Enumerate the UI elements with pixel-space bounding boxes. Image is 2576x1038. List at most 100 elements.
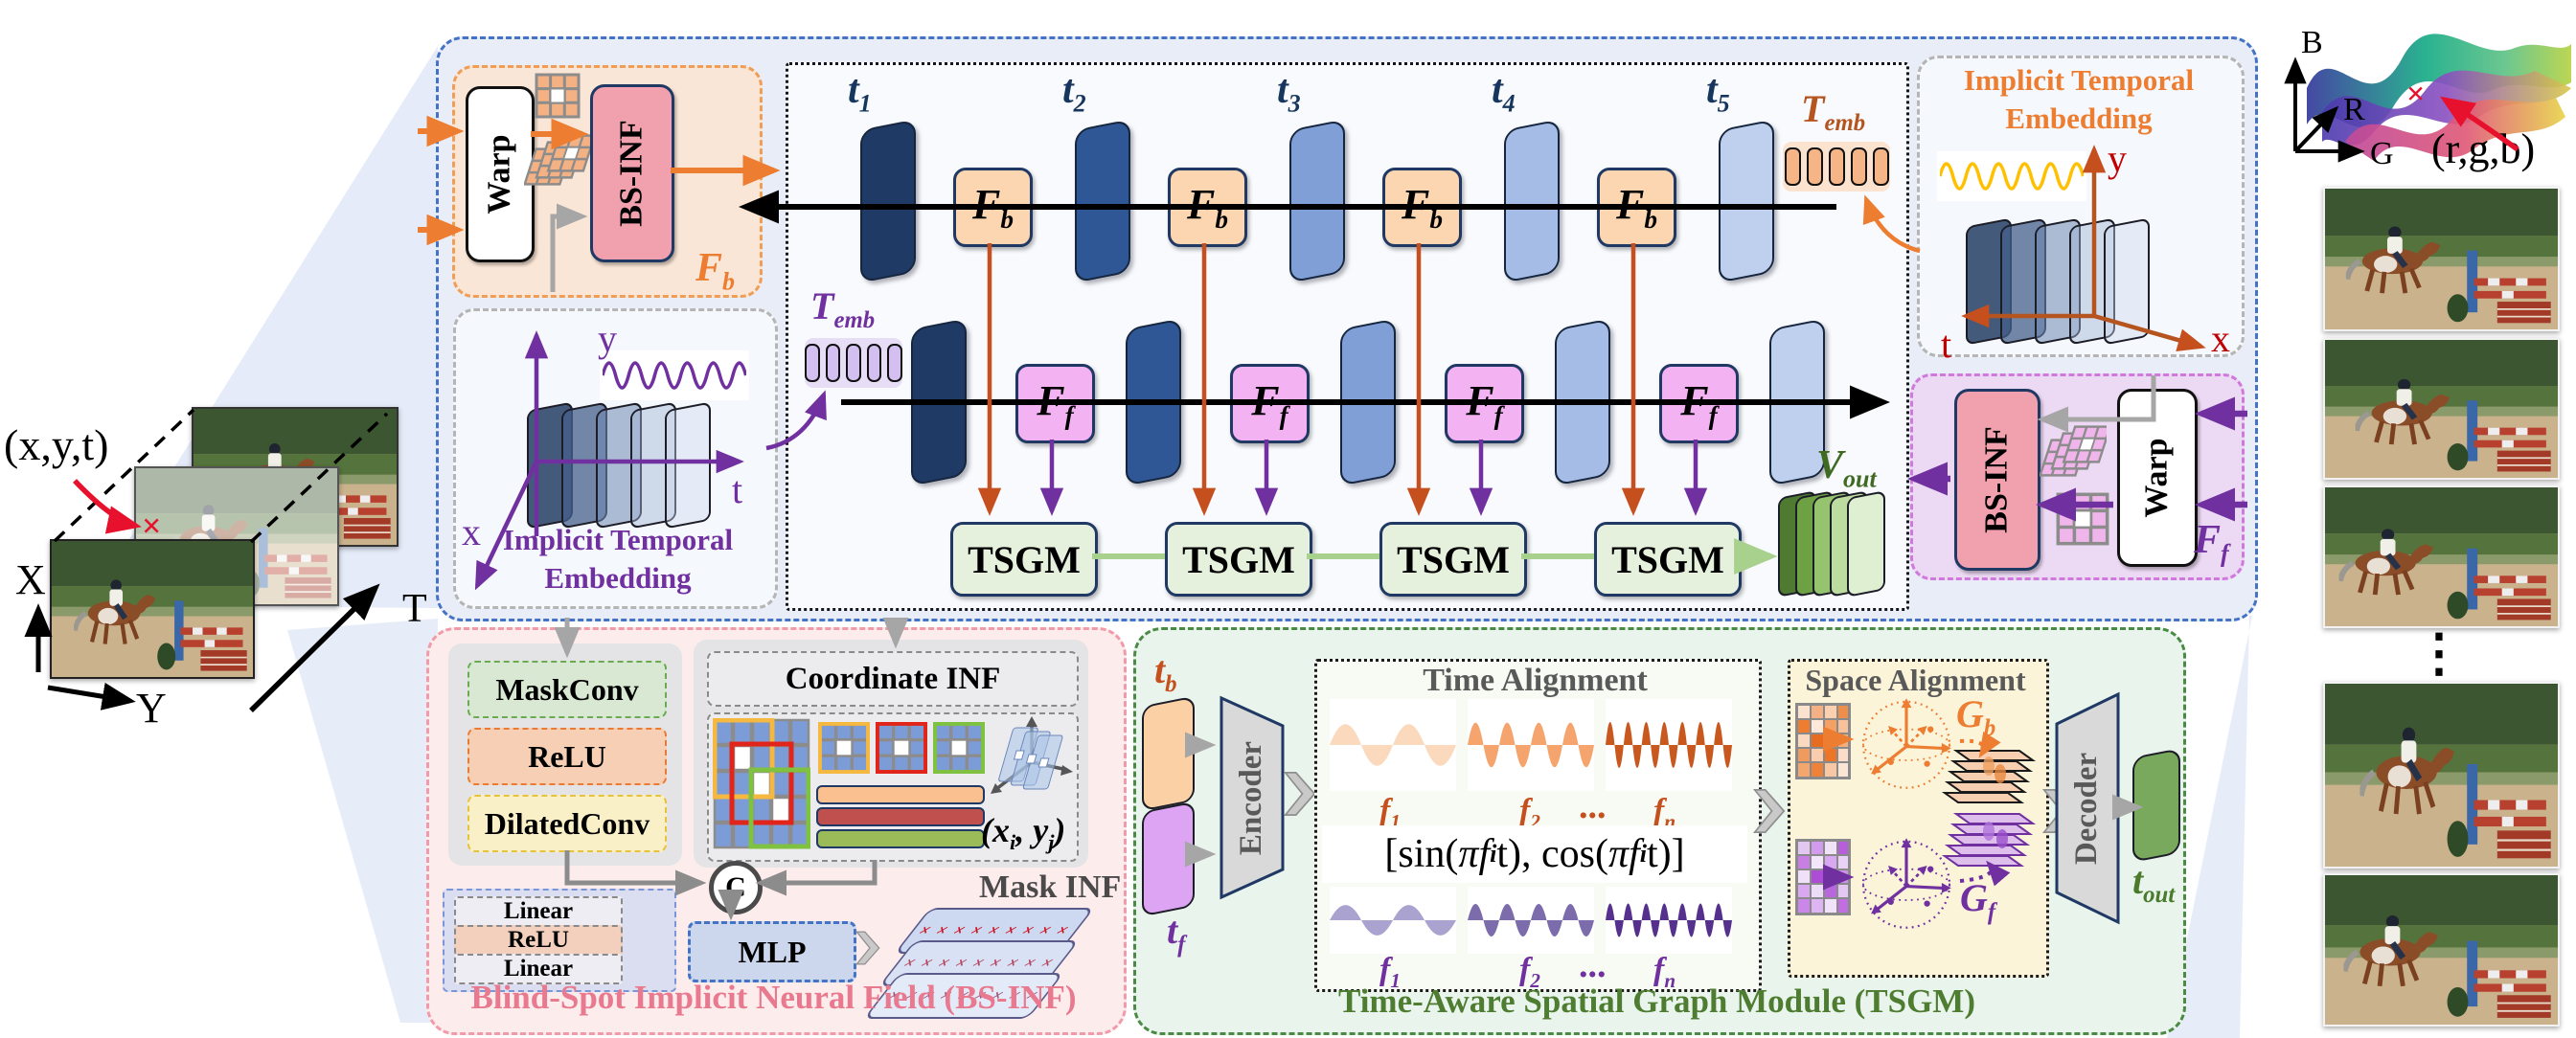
blindspot-grid-large (713, 718, 810, 849)
frame-time-label: t3 (1277, 68, 1301, 118)
temb-right-pills (1783, 142, 1890, 192)
tout-frame (2132, 748, 2180, 863)
bsinf-block-backward: BS-INF (590, 84, 674, 262)
freq-label: fn (1653, 793, 1676, 833)
tsgm-box-title: Time-Aware Spatial Graph Module (TSGM) (1338, 982, 1975, 1020)
encoder-shape (1220, 695, 1285, 900)
rgb-point-mark: × (2406, 77, 2426, 112)
cube-axis-y-label: Y (136, 685, 167, 732)
sine-wave-icon-right (1937, 151, 2086, 201)
frame-time-label: t1 (848, 68, 872, 118)
ff-block: Ff (1015, 364, 1095, 443)
video-photo (2323, 682, 2560, 869)
gf-label: Gf (1960, 876, 1996, 925)
arrow-chevron-ta-sa (1753, 783, 1786, 839)
decoder-shape (2055, 691, 2120, 925)
freq-dots: ... (1579, 945, 1607, 985)
cube-photo-front (50, 539, 255, 679)
vout-label: Vout (1816, 443, 1877, 493)
decoder-label-wrap: Decoder (2069, 752, 2105, 865)
fb-block: Fb (1382, 168, 1462, 247)
kernel-grid-icon (2056, 492, 2109, 546)
feature-bar-red (816, 807, 985, 826)
ite-left-axis-x: x (462, 510, 481, 553)
kernel-grid-icon (535, 73, 581, 119)
video-frame (1719, 119, 1774, 283)
freq-wave-orange-n (1606, 699, 1732, 791)
video-frame (1504, 119, 1560, 283)
mask-kernel-yellow (818, 722, 870, 774)
tb-label: tb (1154, 648, 1177, 697)
tsgm-block: TSGM (950, 522, 1098, 597)
ite-left-axis-y: y (598, 317, 617, 360)
ite-right-axis-x: x (2211, 317, 2230, 360)
warp-block-backward: Warp (466, 86, 535, 262)
maskconv-block: MaskConv (467, 661, 667, 718)
freq-label: f1 (1379, 952, 1401, 992)
video-photo (2323, 338, 2560, 480)
rgb-axis-g: G (2370, 136, 2394, 171)
frame-time-label: t4 (1492, 68, 1516, 118)
ite-right-title-1: Implicit Temporal (1963, 63, 2195, 97)
video-frame (1340, 318, 1396, 486)
fb-block: Fb (1168, 168, 1247, 247)
ite-right-axis-t: t (1941, 323, 1952, 366)
tf-frame (1142, 801, 1195, 917)
relu-block-mid: ReLU (454, 925, 623, 956)
column-ellipsis: ⋮ (2413, 623, 2465, 682)
linear-block-top: Linear (454, 896, 623, 927)
freq-wave-orange-2 (1468, 699, 1594, 791)
video-frame (860, 119, 916, 283)
tb-frame (1142, 695, 1195, 812)
ite-left-axis-t: t (732, 468, 743, 511)
rgb-axis-b: B (2301, 25, 2323, 60)
relu-block: ReLU (467, 728, 667, 785)
temb-right-label: Temb (1801, 87, 1866, 136)
mask-kernel-red (876, 722, 927, 774)
sincos-formula: [sin(π f i t), cos(π f i t)] (1322, 825, 1747, 883)
tf-label: tf (1167, 909, 1186, 958)
video-frame (1555, 318, 1610, 486)
frame-time-label: t5 (1706, 68, 1730, 118)
bsinf-box-title: Blind-Spot Implicit Neural Field (BS-INF… (470, 979, 1077, 1016)
linear-block-bottom: Linear (454, 954, 623, 984)
tsgm-block: TSGM (1594, 522, 1742, 597)
concat-node: C (709, 861, 763, 914)
sine-wave-icon-left (600, 350, 749, 400)
ff-block: Ff (1230, 364, 1310, 443)
rgb-coord-label: (r,g,b) (2431, 125, 2536, 172)
tout-label: tout (2132, 859, 2176, 908)
ite-left-title-2: Embedding (544, 561, 692, 595)
cube-axis-t-label: T (402, 587, 427, 631)
feature-bar-green (816, 829, 985, 848)
tsgm-block: TSGM (1379, 522, 1527, 597)
cube-axis-x-label: X (15, 556, 46, 603)
video-frame (1075, 119, 1130, 283)
feature-bar-peach (816, 785, 985, 804)
freq-label: f1 (1379, 793, 1401, 833)
warped-frames-grid-icon (2039, 425, 2108, 485)
warp-block-forward: Warp (2117, 389, 2198, 567)
video-frame (1126, 318, 1181, 486)
temb-left-pills (805, 338, 902, 388)
coordinate-label: (xi, yj) (981, 811, 1066, 855)
space-alignment-title: Space Alignment (1805, 663, 2026, 697)
graph-mosaic-purple (1795, 839, 1851, 915)
video-photo (2323, 873, 2560, 1027)
video-frame (1289, 119, 1345, 283)
freq-wave-purple-1 (1330, 887, 1456, 954)
tsgm-block: TSGM (1165, 522, 1312, 597)
coordinate-inf-header: Coordinate INF (707, 651, 1079, 707)
ite-right-title-2: Embedding (2005, 102, 2153, 135)
ff-block: Ff (1445, 364, 1524, 443)
video-frame (911, 318, 967, 486)
fb-block: Fb (1597, 168, 1676, 247)
warped-frames-grid-icon (523, 134, 592, 193)
video-photo (2323, 187, 2560, 331)
freq-wave-purple-2 (1468, 887, 1594, 954)
graph-planes-orange (1941, 750, 2037, 803)
temb-left-label: Temb (810, 284, 876, 333)
freq-label: fn (1653, 952, 1676, 992)
ff-block: Ff (1659, 364, 1739, 443)
